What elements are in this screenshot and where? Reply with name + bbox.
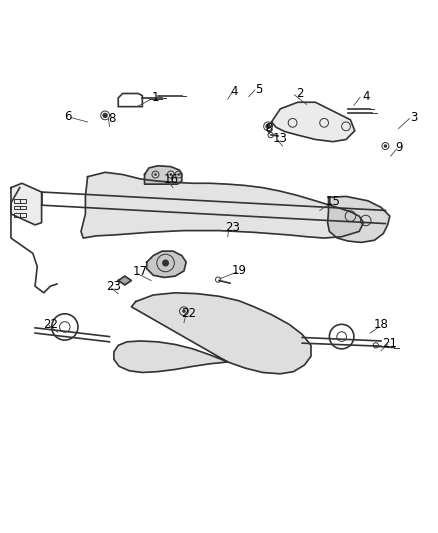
Bar <box>14 213 20 216</box>
Bar <box>20 206 26 209</box>
Polygon shape <box>81 172 364 238</box>
Text: 23: 23 <box>225 221 240 235</box>
Text: 8: 8 <box>108 112 115 125</box>
Circle shape <box>170 173 172 176</box>
Polygon shape <box>11 183 42 225</box>
Polygon shape <box>147 251 186 278</box>
Text: 2: 2 <box>296 87 304 100</box>
Text: 22: 22 <box>43 318 58 331</box>
Polygon shape <box>328 197 390 243</box>
Circle shape <box>154 173 157 176</box>
Polygon shape <box>272 102 355 142</box>
Bar <box>14 199 20 203</box>
Text: 21: 21 <box>382 337 397 350</box>
Circle shape <box>384 144 387 148</box>
Bar <box>14 206 20 209</box>
Text: 23: 23 <box>106 280 121 293</box>
Text: 5: 5 <box>255 83 262 95</box>
Circle shape <box>177 173 180 176</box>
Text: 22: 22 <box>181 308 196 320</box>
Circle shape <box>103 113 107 118</box>
Bar <box>20 213 26 216</box>
Text: 4: 4 <box>230 85 238 98</box>
Text: 8: 8 <box>266 122 273 135</box>
Polygon shape <box>145 166 182 184</box>
Text: 6: 6 <box>64 110 72 123</box>
Circle shape <box>182 310 186 313</box>
Text: 18: 18 <box>374 318 389 331</box>
Text: 1: 1 <box>152 91 159 104</box>
Circle shape <box>266 124 270 128</box>
Text: 9: 9 <box>395 141 403 154</box>
Text: 17: 17 <box>133 265 148 278</box>
Text: 16: 16 <box>163 173 178 186</box>
Polygon shape <box>118 276 131 285</box>
Text: 19: 19 <box>231 264 246 277</box>
Text: 3: 3 <box>410 111 417 124</box>
Text: 4: 4 <box>362 90 370 103</box>
Circle shape <box>162 260 169 266</box>
Text: 15: 15 <box>325 195 340 208</box>
Bar <box>20 199 26 203</box>
Text: 13: 13 <box>273 132 288 145</box>
Polygon shape <box>114 293 311 374</box>
